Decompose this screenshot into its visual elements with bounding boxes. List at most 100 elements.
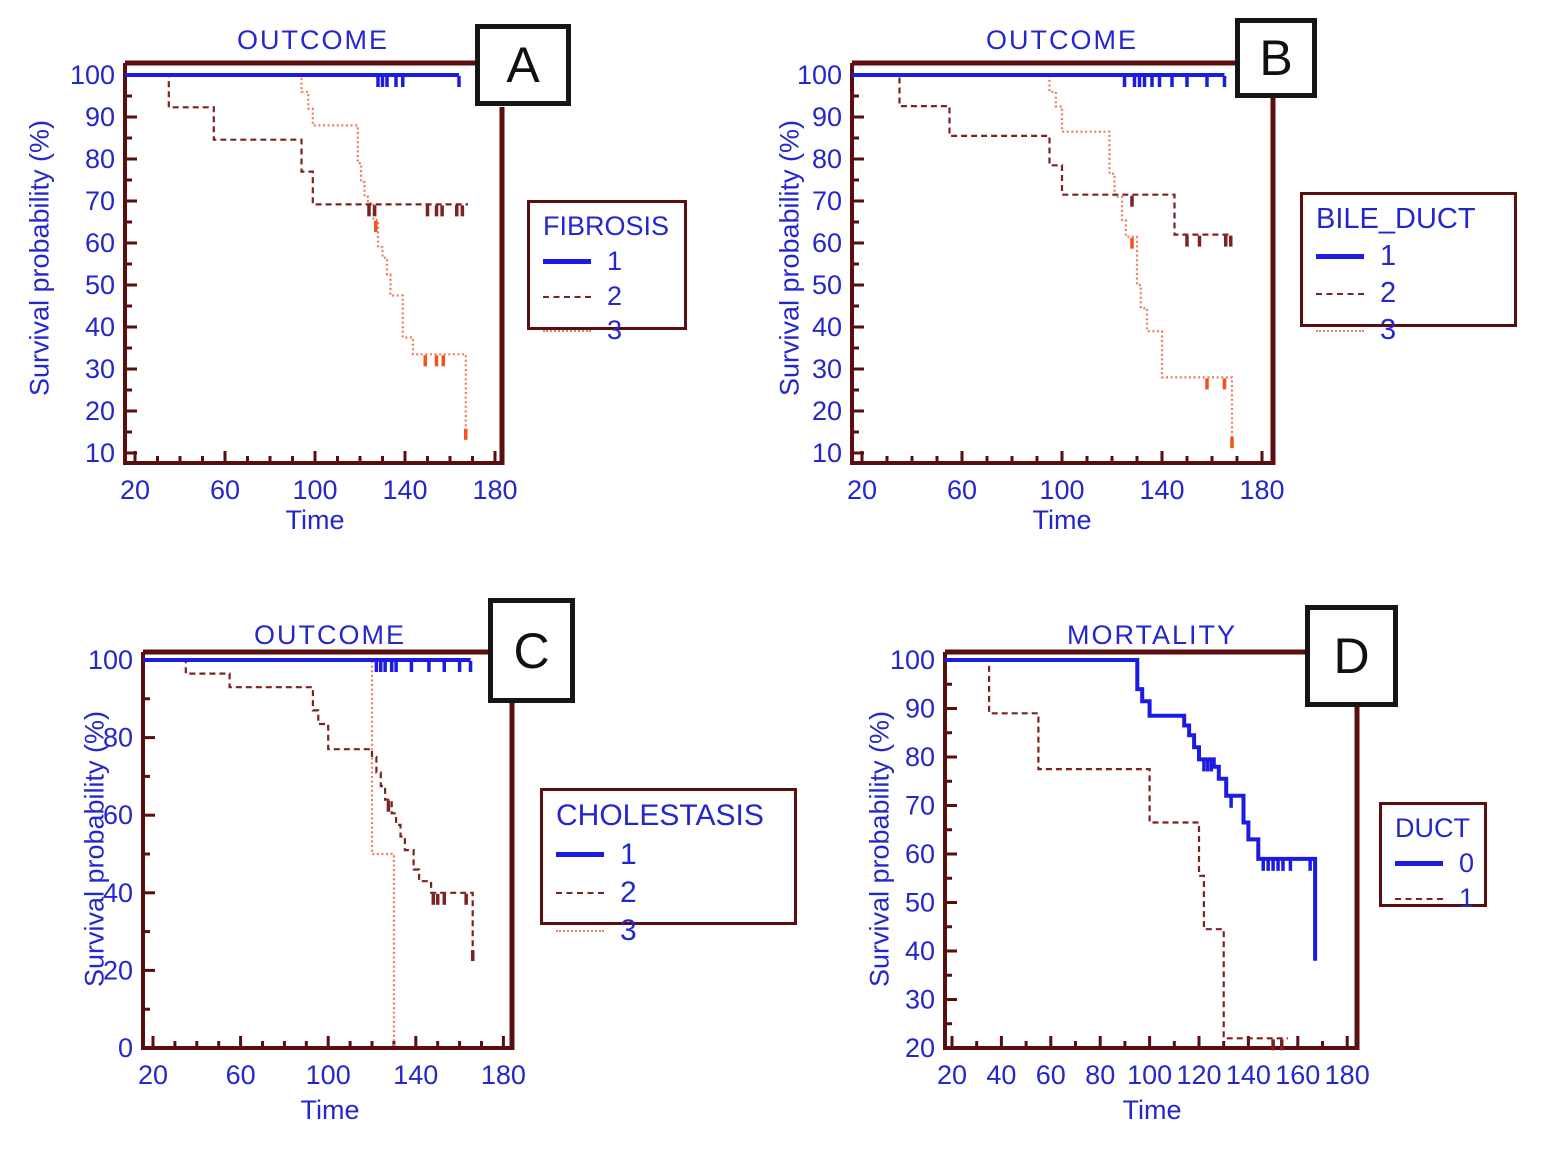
legend-item-2: 2 <box>543 280 671 312</box>
legend-solid-line-sample <box>556 852 604 857</box>
panel-c-legend: CHOLESTASIS 1 2 3 <box>540 788 797 947</box>
panel-b-title: OUTCOME <box>986 25 1138 55</box>
panel-d-plot: 20 40 60 80 100 120 140 160 18020304050607080901… <box>890 645 1370 1090</box>
x-axis-tick-label: 140 <box>382 475 427 505</box>
x-axis-tick-label: 180 <box>1239 475 1284 505</box>
x-axis-tick-label: 40 <box>986 1060 1016 1090</box>
series-0-curve <box>945 658 1318 961</box>
x-axis-tick-label: 180 <box>1325 1060 1370 1090</box>
x-axis-tick-label: 140 <box>393 1060 438 1090</box>
x-axis-tick-label: 140 <box>1139 475 1184 505</box>
series-2-curve <box>125 73 468 206</box>
y-axis-tick-label: 50 <box>812 270 842 300</box>
y-axis-tick-label: 100 <box>890 645 935 675</box>
x-axis-tick-label: 100 <box>306 1060 351 1090</box>
panel-b-letter-box: B <box>1235 18 1317 98</box>
panel-a-xaxis-label: Time <box>285 505 345 535</box>
x-axis-tick-label: 80 <box>1085 1060 1115 1090</box>
legend-dashed-line-sample <box>543 295 591 298</box>
y-axis-tick-label: 0 <box>118 1033 133 1063</box>
y-axis-tick-label: 60 <box>103 800 133 830</box>
panel-c-title: OUTCOME <box>254 620 406 650</box>
y-axis-tick-label: 60 <box>85 228 115 258</box>
y-axis-tick-label: 90 <box>812 102 842 132</box>
x-axis-tick-label: 160 <box>1275 1060 1320 1090</box>
legend-item-1: 1 <box>1316 240 1501 273</box>
panel-a-legend-title: FIBROSIS <box>543 211 670 241</box>
series-3-curve <box>143 658 395 1048</box>
y-axis-tick-label: 40 <box>812 312 842 342</box>
panel-a-legend-items: 1 2 3 <box>543 246 671 346</box>
y-axis-tick-label: 50 <box>85 270 115 300</box>
legend-item-1: 1 <box>1395 882 1475 914</box>
legend-dashed-line-sample <box>1395 897 1443 900</box>
panel-d-yaxis-label: Survival probability (%) <box>864 710 895 988</box>
x-axis-tick-label: 20 <box>937 1060 967 1090</box>
panel-b-legend-title: BILE_DUCT <box>1316 203 1476 235</box>
y-axis-tick-label: 20 <box>812 396 842 426</box>
x-axis-tick-label: 60 <box>947 475 977 505</box>
panel-c: 20 60 100 140 180 0 20 40 60 80 100 OUTCOME Time S… <box>0 577 797 1153</box>
panel-d-title: MORTALITY <box>1066 620 1238 650</box>
panel-d: 20 40 60 80 100 120 140 160 180 20 30 40 50 60 70 80 90 1… <box>772 577 1543 1153</box>
y-axis-tick-label: 70 <box>905 791 935 821</box>
legend-dotted-line-sample <box>543 330 591 333</box>
y-axis-tick-label: 60 <box>905 839 935 869</box>
x-axis-tick-label: 120 <box>1176 1060 1221 1090</box>
y-axis-tick-label: 20 <box>905 1033 935 1063</box>
legend-item-3: 3 <box>1316 313 1501 347</box>
x-axis-tick-label: 100 <box>292 475 337 505</box>
y-axis-tick-label: 50 <box>905 888 935 918</box>
y-axis-tick-label: 80 <box>812 144 842 174</box>
panel-a-letter-box: A <box>475 24 571 106</box>
panel-b-letter: B <box>1259 30 1293 86</box>
y-axis-tick-label: 100 <box>88 645 133 675</box>
panel-a-yaxis-label: Survival probability (%) <box>24 119 55 397</box>
y-axis-tick-label: 40 <box>905 936 935 966</box>
panel-c-legend-items: 1 2 3 <box>556 838 781 947</box>
y-axis-tick-label: 30 <box>905 985 935 1015</box>
legend-item-2: 2 <box>1316 277 1501 310</box>
legend-item-label: 3 <box>1380 313 1397 346</box>
legend-item-1: 1 <box>556 838 781 871</box>
panel-a-legend: FIBROSIS 1 2 3 <box>527 200 687 345</box>
y-axis-tick-label: 40 <box>85 312 115 342</box>
legend-item-label: 2 <box>607 280 623 311</box>
panel-b-legend: BILE_DUCT 1 2 3 <box>1300 192 1517 346</box>
legend-item-label: 1 <box>1459 882 1475 913</box>
panel-a-title: OUTCOME <box>237 25 389 55</box>
y-axis-tick-label: 40 <box>103 878 133 908</box>
panel-b-yaxis-label: Survival probability (%) <box>774 119 805 397</box>
legend-item-label: 1 <box>1380 240 1397 272</box>
legend-item-0: 0 <box>1395 848 1474 879</box>
x-axis-tick-label: 180 <box>481 1060 526 1090</box>
y-axis-tick-label: 30 <box>812 354 842 384</box>
panel-d-letter-box: D <box>1305 605 1398 707</box>
series-2-curve <box>852 73 1232 236</box>
panel-d-legend-title: DUCT <box>1395 813 1470 843</box>
panel-c-xaxis-label: Time <box>300 1095 360 1125</box>
legend-solid-line-sample <box>1395 861 1443 867</box>
legend-item-3: 3 <box>556 914 781 947</box>
panel-c-letter-box: C <box>488 598 575 703</box>
x-axis-tick-label: 60 <box>210 475 240 505</box>
panel-c-yaxis-label: Survival probability (%) <box>79 710 110 988</box>
legend-dashed-line-sample <box>1316 292 1364 295</box>
x-axis-tick-label: 20 <box>847 475 877 505</box>
legend-item-label: 3 <box>620 914 637 947</box>
panel-c-letter: C <box>513 622 550 679</box>
x-axis-tick-label: 60 <box>226 1060 256 1090</box>
y-axis-tick-label: 70 <box>85 186 115 216</box>
legend-dashed-line-sample <box>556 891 604 894</box>
y-axis-tick-label: 70 <box>812 186 842 216</box>
x-axis-tick-label: 100 <box>1127 1060 1172 1090</box>
y-axis-tick-label: 80 <box>103 723 133 753</box>
series-3-curve <box>125 73 467 432</box>
legend-solid-line-sample <box>1316 254 1364 260</box>
y-axis-tick-label: 90 <box>85 102 115 132</box>
x-axis-tick-label: 100 <box>1039 475 1084 505</box>
